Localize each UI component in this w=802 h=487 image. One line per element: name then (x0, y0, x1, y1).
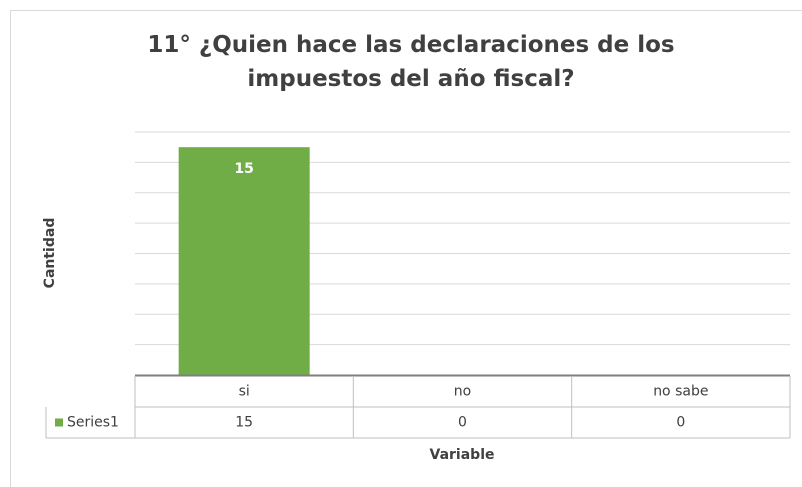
chart-border (10, 10, 802, 487)
bar (178, 147, 310, 375)
y-axis-label: Cantidad (42, 218, 58, 289)
table-value: 0 (458, 415, 467, 431)
table-value: 0 (676, 415, 685, 431)
chart-title: 11° ¿Quien hace las declaraciones de los… (147, 32, 675, 92)
table-value: 15 (235, 415, 253, 431)
x-axis-label: Variable (430, 447, 495, 463)
x-tick-label: no sabe (653, 384, 708, 400)
data-label: 15 (234, 161, 253, 177)
legend-swatch (55, 418, 63, 427)
x-tick-label: no (454, 384, 471, 400)
legend-label: Series1 (67, 415, 119, 431)
x-tick-label: si (239, 384, 250, 400)
